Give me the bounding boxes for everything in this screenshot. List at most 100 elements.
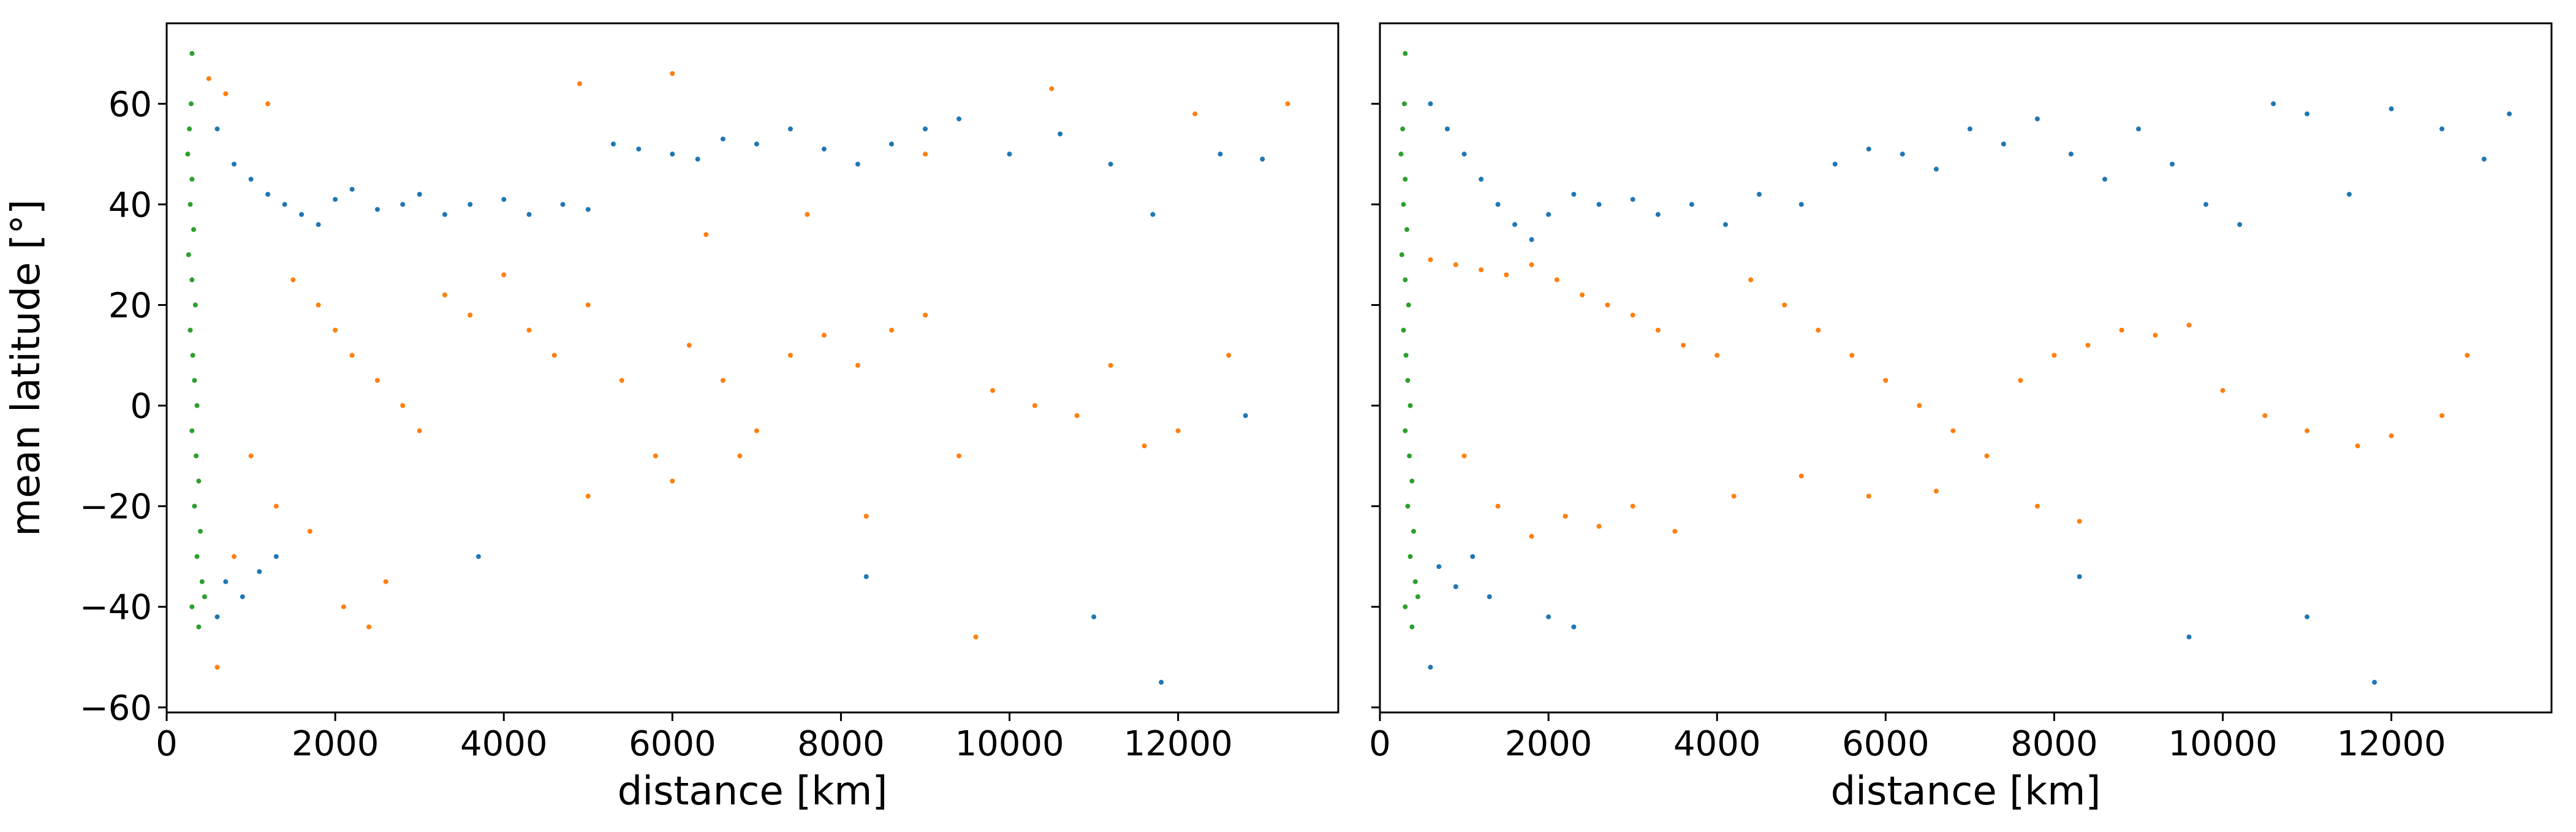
data-point	[366, 624, 372, 630]
data-point	[349, 186, 355, 192]
data-point	[349, 353, 355, 358]
data-point	[585, 494, 591, 499]
data-point	[2372, 679, 2377, 685]
data-point	[2068, 151, 2074, 157]
data-point	[1407, 453, 1412, 459]
data-point	[1546, 614, 1551, 620]
data-point	[202, 594, 207, 600]
data-point	[1866, 494, 1871, 499]
data-point	[2388, 433, 2394, 438]
data-point	[442, 212, 447, 217]
right-scatter-panel: 0 2000 4000 6000 8000 10000 12000 distance [km]	[1369, 22, 2553, 814]
series-0	[214, 116, 1265, 685]
data-point	[1529, 237, 1534, 242]
data-point	[821, 147, 827, 152]
data-point	[189, 428, 195, 433]
data-point	[2355, 443, 2360, 449]
y-tick-label: 60	[108, 85, 152, 124]
data-point	[188, 101, 194, 107]
data-point	[1412, 579, 1418, 584]
data-point	[973, 634, 979, 639]
data-point	[186, 252, 191, 258]
x-tick-label: 12000	[1124, 724, 1233, 764]
data-point	[1723, 222, 1728, 227]
data-point	[442, 292, 447, 297]
data-point	[1399, 252, 1404, 258]
series-1	[206, 71, 1290, 670]
data-point	[273, 503, 279, 509]
data-point	[526, 327, 532, 333]
x-tick-label: 6000	[1842, 724, 1930, 764]
data-point	[2346, 191, 2352, 197]
data-point	[1672, 529, 1678, 534]
data-point	[192, 503, 197, 509]
data-point	[686, 343, 692, 348]
x-tick-label: 4000	[1673, 724, 1761, 764]
data-point	[2237, 222, 2243, 227]
data-point	[1409, 478, 1415, 484]
data-point	[1007, 151, 1012, 157]
data-point	[194, 403, 200, 408]
data-point	[316, 302, 321, 308]
data-point	[468, 202, 473, 207]
data-point	[1967, 126, 1972, 132]
data-point	[206, 76, 211, 82]
data-point	[653, 453, 658, 459]
data-point	[670, 71, 675, 76]
data-point	[223, 91, 229, 96]
data-point	[1529, 262, 1534, 267]
data-point	[190, 353, 195, 358]
data-point	[990, 387, 995, 393]
data-point	[923, 126, 928, 132]
data-point	[1192, 111, 1198, 116]
plot-frame	[165, 22, 1339, 714]
data-point	[468, 312, 473, 318]
data-point	[265, 191, 271, 197]
data-point	[196, 624, 202, 630]
data-point	[232, 161, 237, 167]
data-point	[1461, 151, 1467, 157]
data-point	[1436, 564, 1442, 570]
data-point	[957, 453, 961, 459]
data-point	[2220, 387, 2226, 393]
data-point	[577, 81, 582, 86]
data-point	[1401, 202, 1406, 207]
data-point	[1226, 353, 1232, 358]
data-point	[1571, 191, 1577, 197]
data-point	[1546, 212, 1551, 217]
data-point	[1630, 312, 1635, 318]
data-point	[194, 453, 199, 459]
data-point	[1782, 302, 1787, 308]
data-point	[341, 604, 346, 609]
left-scatter-panel: 0 2000 4000 6000 8000 10000 12000 −60 −40 −20 0 20 4…	[4, 22, 1339, 814]
x-tick-label: 8000	[797, 724, 885, 764]
data-point	[2439, 126, 2445, 132]
data-point	[1900, 151, 1905, 157]
data-point	[2077, 574, 2082, 579]
data-point	[2388, 106, 2394, 112]
data-point	[232, 554, 237, 559]
data-point	[214, 614, 220, 620]
data-point	[2305, 111, 2310, 116]
y-tick-label: 40	[108, 185, 152, 225]
data-point	[194, 554, 200, 559]
data-point	[551, 353, 557, 358]
y-tick-label: 20	[108, 286, 152, 326]
data-point	[1832, 161, 1838, 167]
y-tick-label: −20	[80, 487, 152, 527]
data-point	[189, 277, 195, 283]
data-point	[1445, 126, 1450, 132]
data-point	[1605, 302, 1610, 308]
data-point	[2034, 503, 2040, 509]
data-point	[1406, 302, 1411, 308]
series-1	[1428, 257, 2470, 539]
data-point	[695, 156, 700, 162]
data-point	[855, 161, 860, 167]
data-point	[2186, 322, 2192, 328]
data-point	[923, 151, 928, 157]
data-point	[316, 222, 321, 227]
data-point	[1400, 126, 1406, 132]
data-point	[2170, 161, 2175, 167]
data-point	[1681, 343, 1686, 348]
data-point	[191, 227, 196, 232]
